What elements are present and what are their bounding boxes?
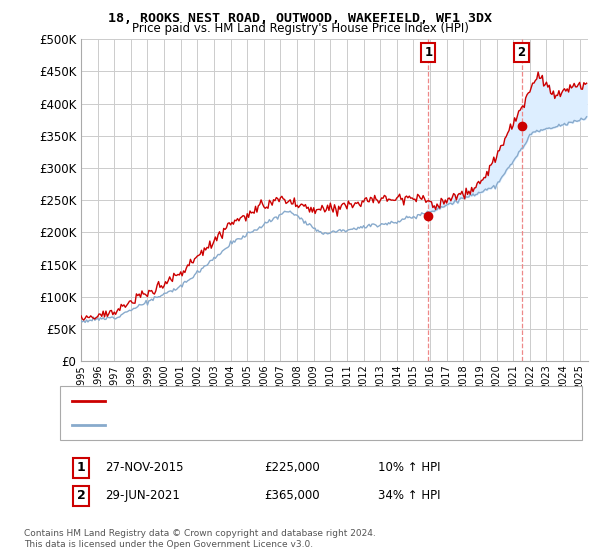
- Text: 29-JUN-2021: 29-JUN-2021: [105, 489, 180, 502]
- Text: Contains HM Land Registry data © Crown copyright and database right 2024.
This d: Contains HM Land Registry data © Crown c…: [24, 529, 376, 549]
- Text: Price paid vs. HM Land Registry's House Price Index (HPI): Price paid vs. HM Land Registry's House …: [131, 22, 469, 35]
- Text: HPI: Average price, detached house, Wakefield: HPI: Average price, detached house, Wake…: [111, 419, 355, 430]
- Text: 27-NOV-2015: 27-NOV-2015: [105, 461, 184, 474]
- Text: £365,000: £365,000: [264, 489, 320, 502]
- Text: 2: 2: [77, 489, 85, 502]
- Text: 18, ROOKS NEST ROAD, OUTWOOD, WAKEFIELD, WF1 3DX (detached house): 18, ROOKS NEST ROAD, OUTWOOD, WAKEFIELD,…: [111, 396, 510, 407]
- Text: 10% ↑ HPI: 10% ↑ HPI: [378, 461, 440, 474]
- Text: 1: 1: [424, 45, 433, 59]
- Text: £225,000: £225,000: [264, 461, 320, 474]
- Text: 1: 1: [77, 461, 85, 474]
- Text: 34% ↑ HPI: 34% ↑ HPI: [378, 489, 440, 502]
- Text: 2: 2: [517, 45, 526, 59]
- Text: 18, ROOKS NEST ROAD, OUTWOOD, WAKEFIELD, WF1 3DX: 18, ROOKS NEST ROAD, OUTWOOD, WAKEFIELD,…: [108, 12, 492, 25]
